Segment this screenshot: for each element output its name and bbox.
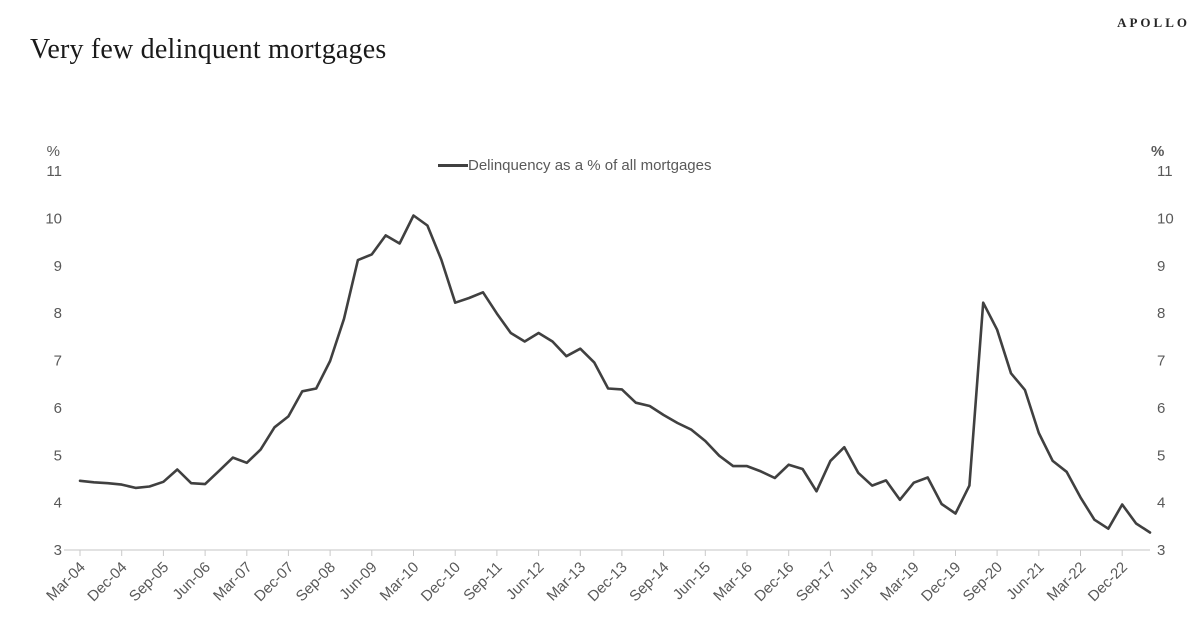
x-axis-tick-label: Sep-11	[460, 559, 505, 604]
y-axis-label-left: 4	[54, 495, 62, 512]
apollo-logo: APOLLO	[1117, 15, 1190, 30]
x-axis-tick-label: Dec-16	[751, 559, 797, 605]
y-axis-label-right: 8	[1157, 305, 1165, 322]
x-axis-ticks	[79, 550, 1123, 556]
y-axis-label-left: 9	[54, 258, 62, 275]
legend-label: Delinquency as a % of all mortgages	[468, 157, 712, 174]
y-axis-label-right: 11	[1157, 163, 1173, 180]
y-axis-label-right: 9	[1157, 258, 1165, 275]
x-axis-tick-label: Jun-09	[336, 559, 380, 603]
x-axis-tick-label: Dec-19	[918, 559, 964, 605]
y-axis-label-right: 4	[1157, 495, 1165, 512]
x-axis-labels: Mar-04Dec-04Sep-05Jun-06Mar-07Dec-07Sep-…	[43, 559, 1131, 605]
y-axis-label-left: 3	[54, 542, 62, 559]
x-axis-tick-label: Sep-08	[293, 559, 339, 605]
x-axis-tick-label: Jun-18	[836, 559, 880, 603]
x-axis-tick-label: Sep-05	[126, 559, 172, 605]
y-axis-label-right: 5	[1157, 447, 1165, 464]
y-axis-unit-right: %	[1151, 143, 1164, 160]
y-axis-labels-left: 11 10 9 8 7 6 5 4 3	[45, 163, 62, 559]
x-axis-tick-label: Dec-13	[585, 559, 631, 605]
y-axis-label-right: 10	[1157, 210, 1174, 227]
x-axis-tick-label: Dec-22	[1085, 559, 1131, 605]
x-axis-tick-label: Dec-04	[84, 559, 130, 605]
x-axis-tick-label: Mar-04	[43, 559, 89, 605]
y-axis-label-left: 10	[45, 210, 62, 227]
chart-title: Very few delinquent mortgages	[30, 34, 387, 65]
x-axis-tick-label: Mar-07	[210, 559, 256, 605]
legend: Delinquency as a % of all mortgages	[438, 157, 711, 174]
legend-line-marker	[438, 164, 468, 167]
x-axis-tick-label: Dec-10	[418, 559, 464, 605]
x-axis-tick-label: Jun-12	[503, 559, 547, 603]
x-axis-tick-label: Mar-10	[377, 559, 423, 605]
y-axis-unit-left: %	[47, 143, 60, 160]
y-axis-label-left: 8	[54, 305, 62, 322]
x-axis-tick-label: Sep-14	[626, 559, 672, 605]
y-axis-label-right: 6	[1157, 400, 1165, 417]
y-axis-label-right: 3	[1157, 542, 1165, 559]
y-axis-label-right: 7	[1157, 353, 1165, 370]
y-axis-label-left: 7	[54, 353, 62, 370]
x-axis-tick-label: Mar-22	[1044, 559, 1090, 605]
x-axis-tick-label: Mar-13	[544, 559, 590, 605]
y-axis-labels-right: 11 10 9 8 7 6 5 4 3	[1157, 163, 1174, 559]
x-axis-tick-label: Dec-07	[251, 559, 297, 605]
x-axis-tick-label: Mar-16	[710, 559, 756, 605]
y-axis-label-left: 5	[54, 447, 62, 464]
x-axis-tick-label: Jun-06	[169, 559, 213, 603]
delinquency-line	[78, 214, 1152, 534]
x-axis-tick-label: Jun-21	[1003, 559, 1047, 603]
x-axis-tick-label: Jun-15	[670, 559, 714, 603]
x-axis-tick-label: Sep-17	[793, 559, 839, 605]
y-axis-label-left: 11	[46, 163, 62, 180]
x-axis-tick-label: Sep-20	[960, 559, 1006, 605]
y-axis-label-left: 6	[54, 400, 62, 417]
x-axis-tick-label: Mar-19	[877, 559, 923, 605]
